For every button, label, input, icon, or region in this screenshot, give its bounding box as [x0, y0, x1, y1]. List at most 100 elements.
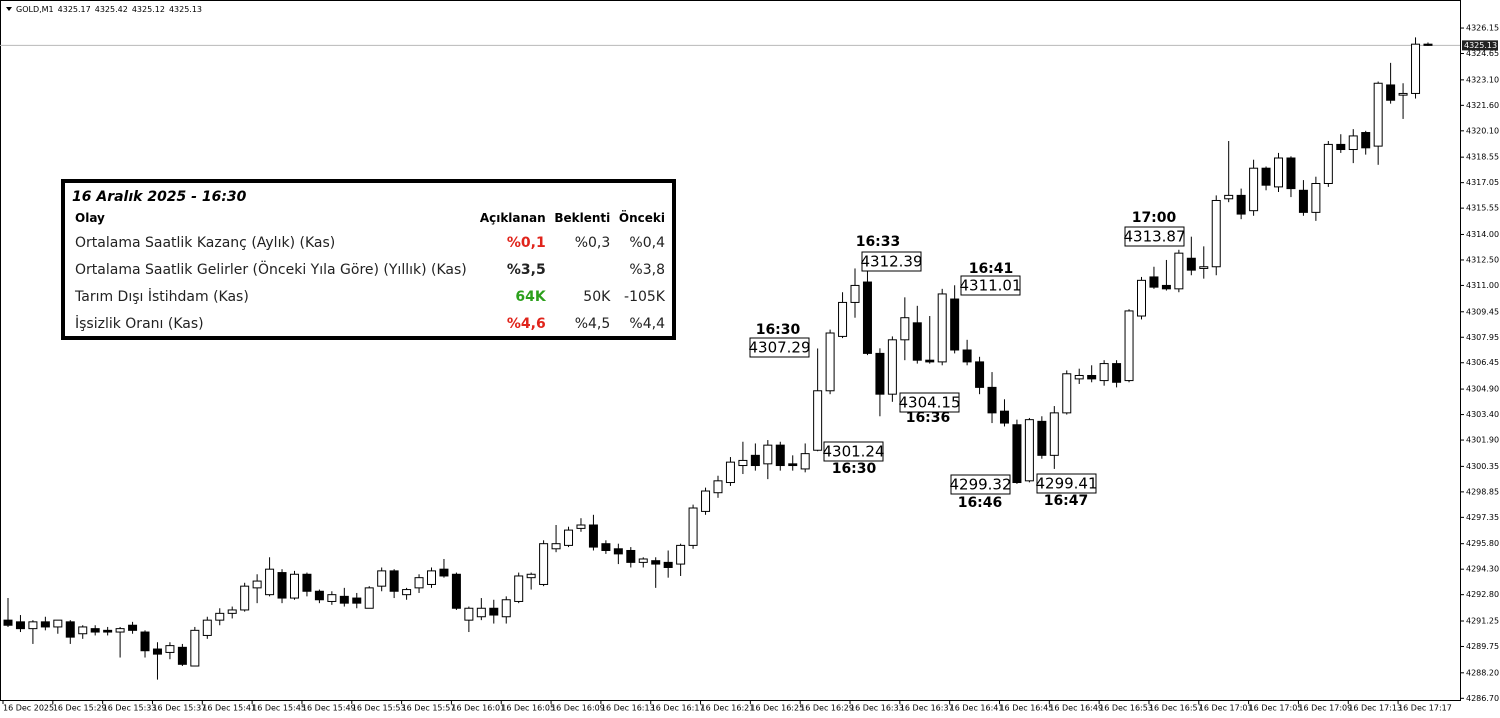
x-tick-label: 16 Dec 16:29 — [800, 704, 854, 713]
candle-body — [701, 490, 711, 512]
annotation-price: 4312.39 — [860, 253, 922, 271]
candle-body — [1311, 182, 1321, 213]
column-header: Beklenti — [554, 211, 611, 225]
y-tick-label: 4306.45 — [1466, 358, 1499, 367]
candle-body — [999, 410, 1009, 424]
candle-body — [252, 580, 262, 589]
x-tick-label: 16 Dec 16:41 — [950, 704, 1004, 713]
candle-body — [464, 607, 474, 621]
candle-body — [1112, 363, 1122, 383]
last-price-box — [1462, 40, 1498, 51]
candle-body — [1398, 92, 1408, 96]
table-row: Tarım Dışı İstihdam (Kas) 64K 50K -105K — [71, 283, 669, 310]
candle-body — [1298, 189, 1308, 213]
y-tick-label: 4297.35 — [1466, 513, 1499, 522]
candle-body — [825, 332, 835, 392]
candle-body — [476, 607, 486, 618]
candle-body — [613, 548, 623, 555]
x-tick-label: 16 Dec 16:25 — [750, 704, 804, 713]
x-tick-label: 16 Dec 15:45 — [252, 704, 306, 713]
candle-body — [240, 585, 250, 611]
event-cell: Ortalama Saatlik Gelirler (Önceki Yıla G… — [75, 261, 467, 278]
candle-body — [638, 558, 648, 563]
candle-body — [813, 390, 823, 451]
y-tick-label: 4312.50 — [1466, 255, 1499, 264]
x-tick-label: 16 Dec 17:05 — [1249, 704, 1303, 713]
x-tick-label: 16 Dec 15:33 — [103, 704, 157, 713]
y-tick-label: 4309.45 — [1466, 307, 1499, 316]
candle-body — [850, 284, 860, 303]
x-tick-label: 16 Dec 16:53 — [1099, 704, 1153, 713]
x-tick-label: 16 Dec 17:01 — [1199, 704, 1253, 713]
candle-body — [227, 609, 237, 614]
x-tick-label: 16 Dec 2025 — [3, 704, 54, 713]
table-row: İşsizlik Oranı (Kas) %4,6 %4,5 %4,4 — [71, 310, 669, 337]
candle-body — [975, 361, 985, 388]
candle-body — [800, 453, 810, 470]
candle-body — [1336, 143, 1346, 151]
candle-body — [925, 359, 935, 363]
x-tick-label: 16 Dec 15:49 — [302, 704, 356, 713]
candle-body — [501, 599, 511, 618]
candle-body — [1037, 420, 1047, 456]
x-tick-label: 16 Dec 17:13 — [1348, 704, 1402, 713]
candle-body — [28, 621, 38, 630]
candle-body — [738, 459, 748, 467]
candle-body — [1149, 276, 1159, 288]
annotation-box — [861, 251, 922, 272]
annotation-time: 16:30 — [832, 461, 877, 477]
actual-cell: %3,5 — [506, 261, 546, 278]
annotation-time: 16:33 — [856, 234, 901, 250]
candle-body — [1423, 43, 1433, 46]
x-tick-label: 16 Dec 16:17 — [651, 704, 705, 713]
candle-body — [15, 621, 25, 630]
annotation-price: 4299.41 — [1035, 475, 1097, 493]
x-tick-label: 16 Dec 16:09 — [551, 704, 605, 713]
candle-body — [912, 322, 922, 361]
candle-body — [1386, 84, 1396, 101]
annotation-box — [1124, 226, 1185, 247]
candle-body — [601, 543, 611, 551]
candle-body — [103, 629, 113, 633]
annotation-box — [899, 392, 960, 413]
y-tick-label: 4286.70 — [1466, 694, 1499, 703]
header-row: Olay Açıklanan Beklenti Önceki — [71, 209, 669, 229]
candle-body — [215, 612, 225, 621]
x-tick-label: 16 Dec 17:17 — [1398, 704, 1452, 713]
candle-body — [1323, 143, 1333, 184]
candle-body — [526, 573, 536, 579]
table-row: Ortalama Saatlik Gelirler (Önceki Yıla G… — [71, 256, 669, 283]
forecast-cell: %0,3 — [574, 234, 611, 251]
news-panel: 16 Aralık 2025 - 16:30 Olay Açıklanan Bekl… — [61, 179, 676, 340]
candle-body — [427, 570, 437, 585]
candle-body — [1274, 157, 1284, 188]
x-tick-label: 16 Dec 16:01 — [451, 704, 505, 713]
forecast-cell: 50K — [583, 288, 611, 305]
candle-body — [128, 624, 138, 631]
y-tick-label: 4318.55 — [1466, 153, 1499, 162]
x-tick-label: 16 Dec 16:57 — [1149, 704, 1203, 713]
candle-body — [763, 444, 773, 465]
candle-body — [1261, 167, 1271, 186]
candle-body — [788, 463, 798, 467]
previous-cell: %0,4 — [629, 234, 665, 251]
annotation-time: 16:41 — [969, 261, 1014, 277]
candle-body — [90, 628, 100, 633]
y-tick-label: 4326.15 — [1466, 24, 1499, 33]
x-tick-label: 16 Dec 15:41 — [202, 704, 256, 713]
x-tick-label: 16 Dec 17:09 — [1298, 704, 1352, 713]
actual-cell: %0,1 — [506, 234, 546, 251]
plot-frame — [0, 0, 1461, 701]
annotation-price: 4301.24 — [822, 443, 884, 461]
candle-body — [588, 524, 598, 548]
forecast-cell: %4,5 — [574, 315, 611, 332]
candle-body — [202, 619, 212, 636]
y-tick-label: 4289.75 — [1466, 642, 1499, 651]
annotation-price: 4299.32 — [949, 476, 1011, 494]
candle-body — [1249, 167, 1259, 212]
y-tick-label: 4314.00 — [1466, 230, 1499, 239]
y-tick-label: 4321.60 — [1466, 101, 1499, 110]
y-tick-label: 4292.80 — [1466, 590, 1499, 599]
candle-body — [1124, 310, 1134, 382]
